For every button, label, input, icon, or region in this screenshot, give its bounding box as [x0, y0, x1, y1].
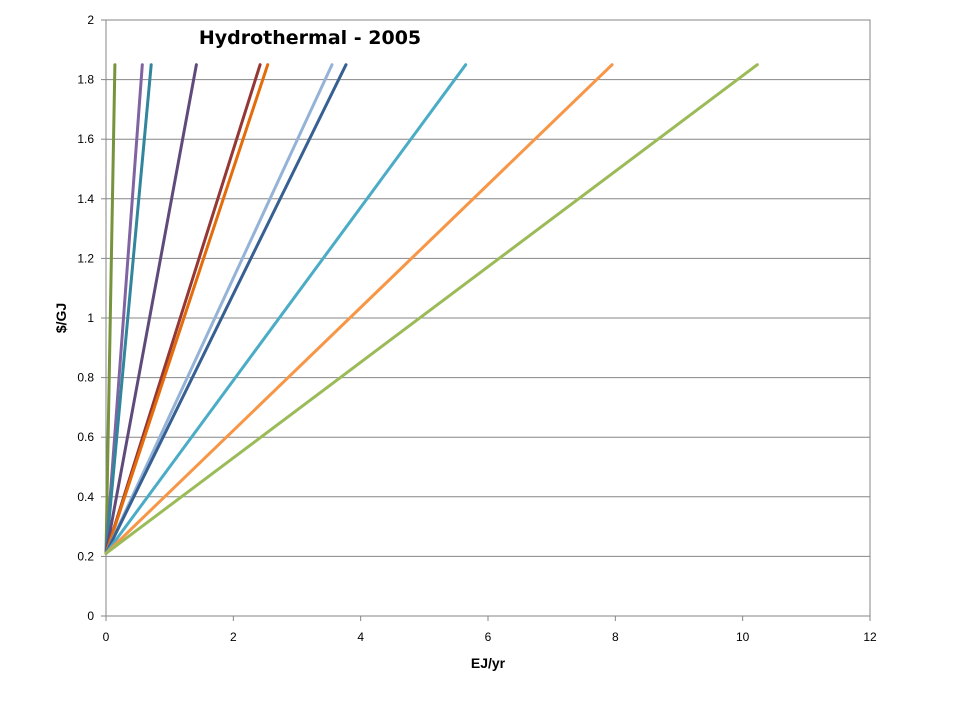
x-tick-label: 0 [103, 630, 110, 644]
y-axis-title: $/GJ [53, 303, 69, 333]
gridlines [101, 19, 871, 621]
y-tick-labels: 0 0.2 0.4 0.6 0.8 1 1.2 1.4 1.6 1.8 2 [77, 13, 94, 623]
x-tick-label: 12 [863, 630, 877, 644]
x-tick-label: 2 [230, 630, 237, 644]
y-tick-label: 0.8 [77, 371, 94, 385]
x-tick-labels: 0 2 4 6 8 10 12 [103, 630, 877, 644]
x-axis-title: EJ/yr [471, 655, 506, 671]
y-tick-label: 1.8 [77, 73, 94, 87]
x-tick-label: 10 [736, 630, 750, 644]
series-line-9 [104, 63, 468, 555]
series-line-1 [104, 63, 117, 555]
y-tick-label: 0.6 [77, 430, 94, 444]
chart-title: Hydrothermal - 2005 [199, 27, 421, 49]
series-line-3 [104, 63, 153, 555]
series-group [104, 63, 759, 555]
y-tick-label: 0.2 [77, 549, 94, 563]
x-tick-label: 4 [357, 630, 364, 644]
y-tick-label: 1.4 [77, 192, 94, 206]
series-line-10 [104, 63, 614, 555]
y-tick-label: 1 [87, 311, 94, 325]
y-tick-label: 2 [87, 13, 94, 27]
series-line-11 [104, 63, 759, 555]
y-tick-label: 0.4 [77, 490, 94, 504]
series-line-8 [104, 63, 348, 555]
y-tick-label: 1.2 [77, 251, 94, 265]
plot-area [105, 19, 871, 617]
x-tick-label: 6 [485, 630, 492, 644]
y-tick-label: 0 [87, 609, 94, 623]
x-tick-label: 8 [612, 630, 619, 644]
y-tick-label: 1.6 [77, 132, 94, 146]
series-line-6 [104, 63, 270, 555]
series-line-7 [104, 63, 334, 555]
series-line-4 [104, 63, 198, 555]
